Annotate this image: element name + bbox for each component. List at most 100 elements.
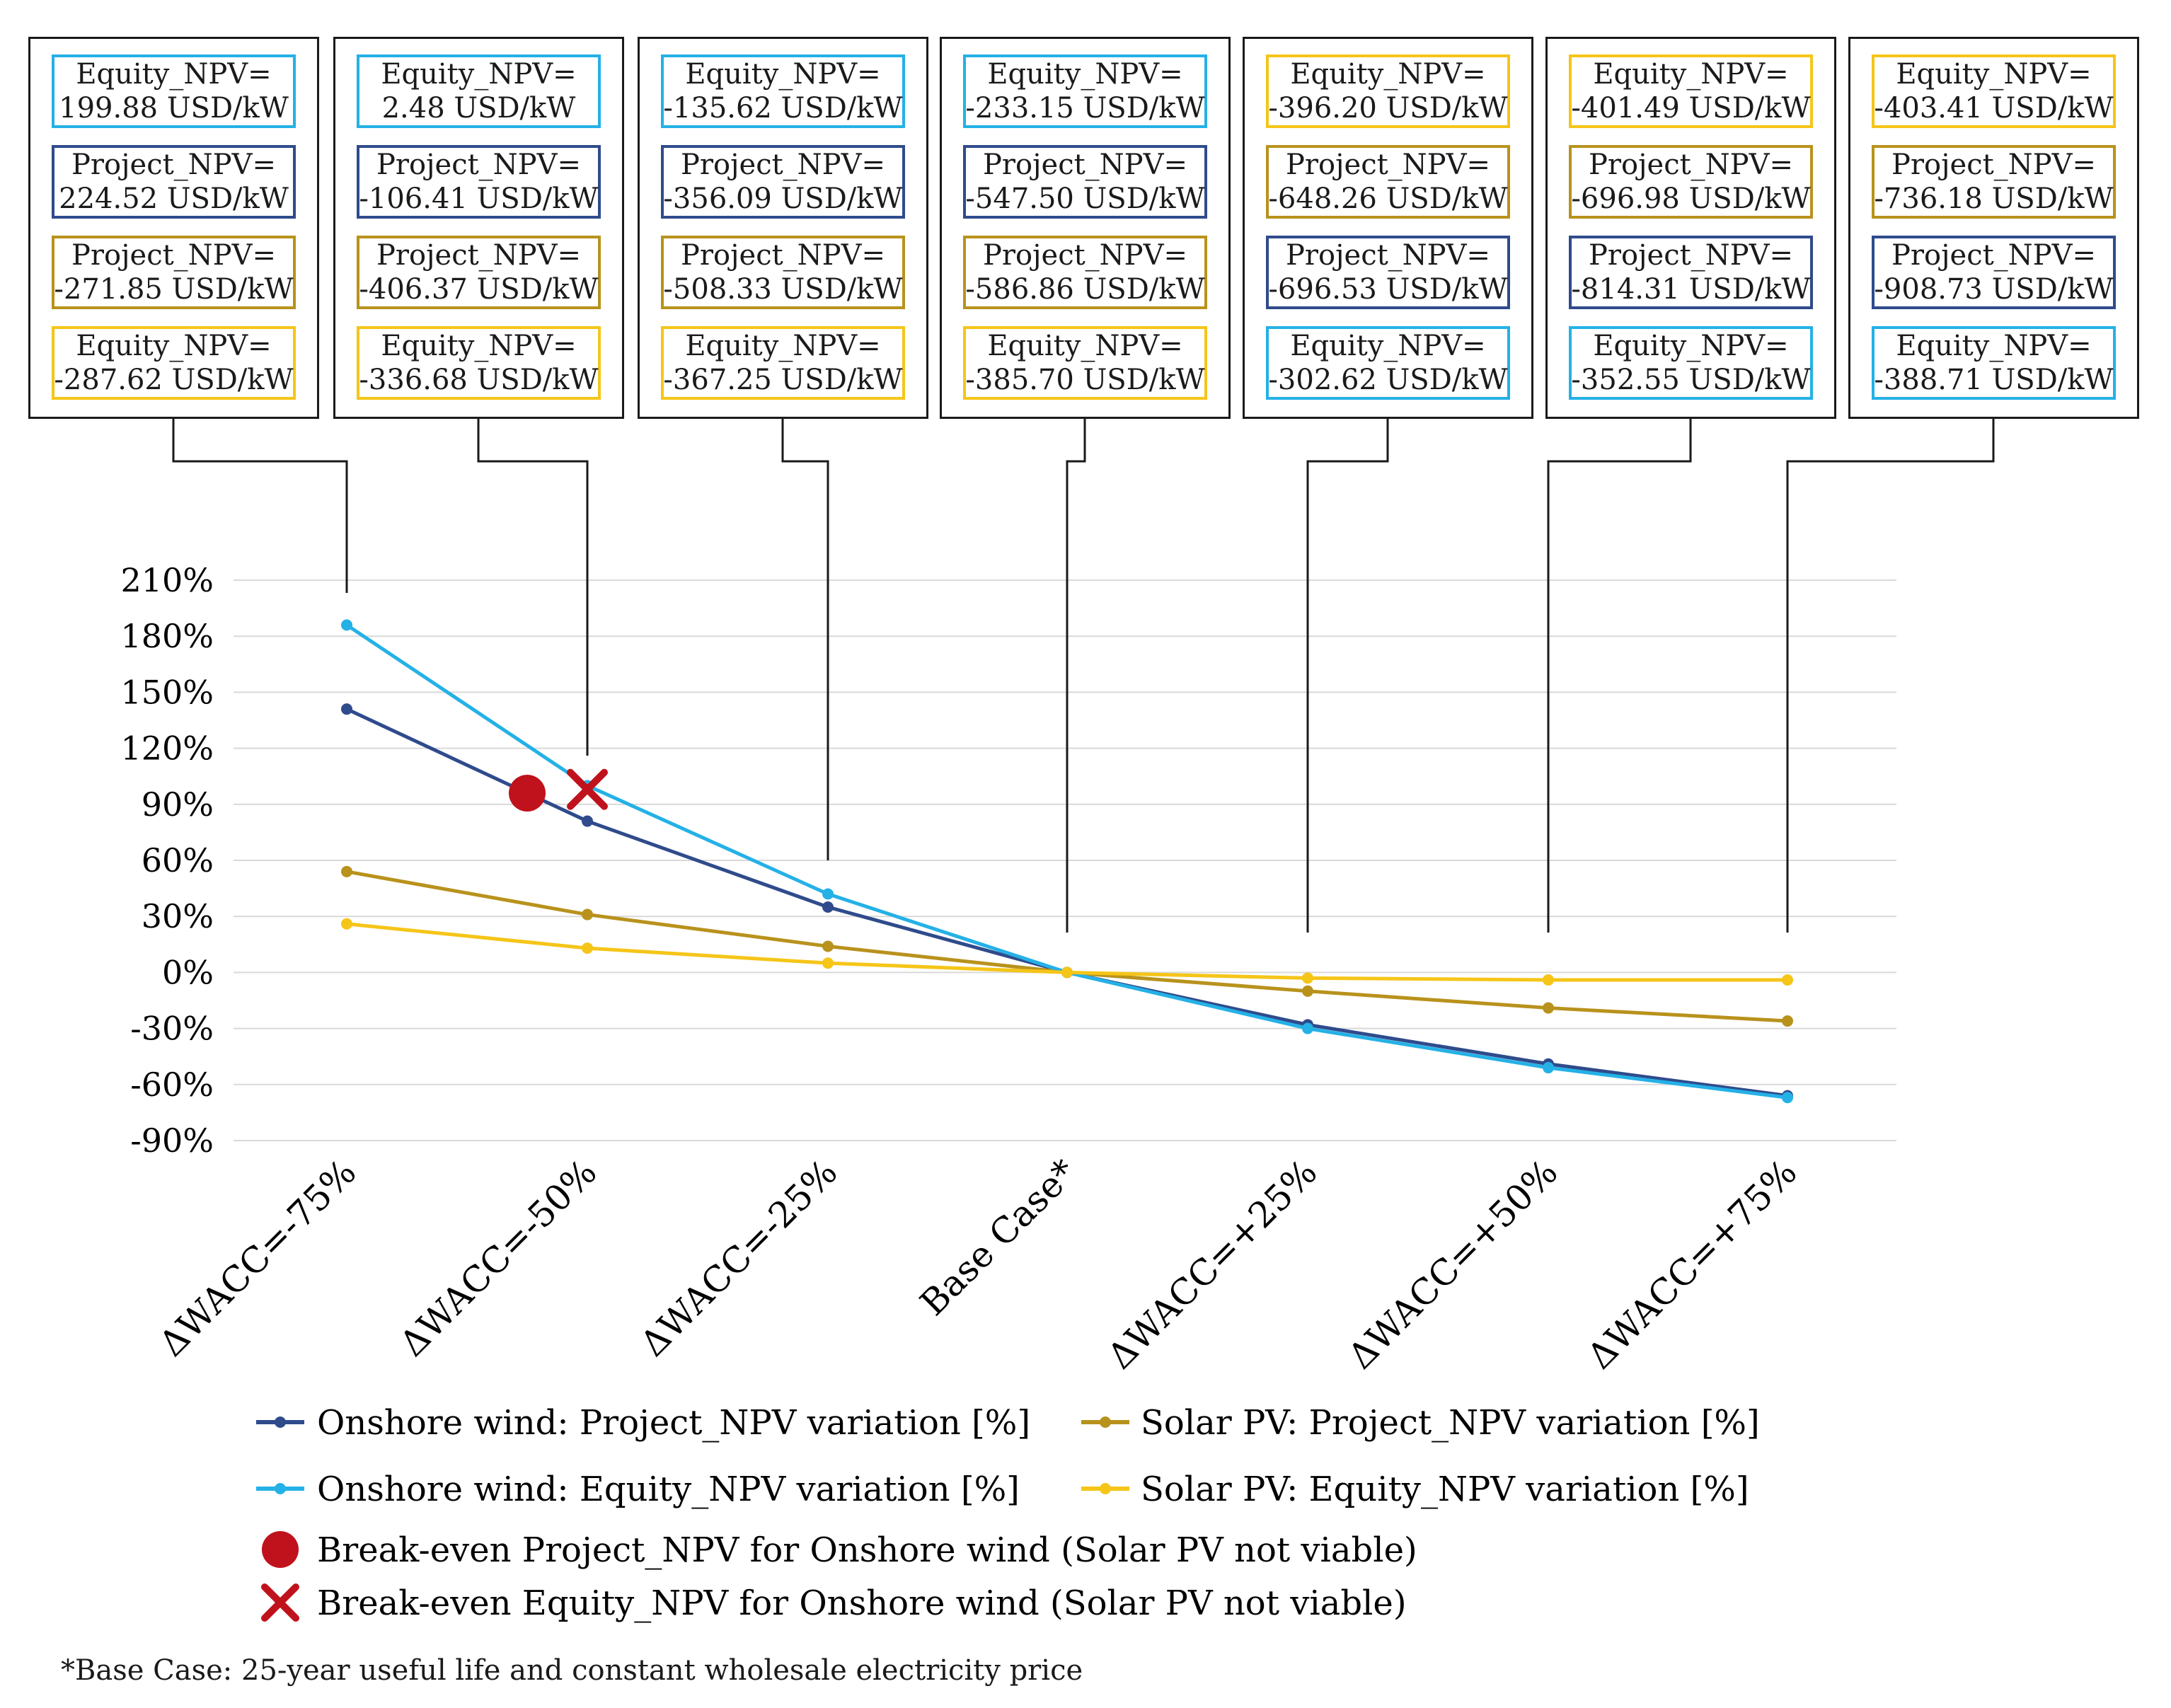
data-point (822, 940, 834, 952)
npv-box-label: Project_NPV= (1891, 149, 2096, 181)
data-point (1543, 1002, 1554, 1014)
legend-label: Break-even Project_NPV for Onshore wind … (317, 1530, 1417, 1570)
x-category-label: ΔWACC=+50% (1340, 1151, 1566, 1377)
legend: Onshore wind: Project_NPV variation [%] … (256, 1403, 1760, 1623)
connector-line (1066, 419, 1086, 933)
npv-box: Equity_NPV= -233.15 USD/kW (963, 54, 1207, 128)
y-tick-label: 30% (142, 897, 214, 935)
npv-box-label: Project_NPV= (71, 149, 276, 181)
connector-line (172, 419, 348, 593)
legend-item-ow-equity: Onshore wind: Equity_NPV variation [%] (256, 1470, 1020, 1509)
npv-box-value: -287.62 USD/kW (54, 364, 294, 396)
legend-label: Onshore wind: Project_NPV variation [%] (317, 1403, 1030, 1443)
legend-circle-marker-icon (262, 1531, 299, 1568)
y-tick-label: 120% (120, 729, 214, 768)
npv-box-label: Project_NPV= (1891, 239, 2096, 272)
npv-box-value: -508.33 USD/kW (663, 273, 903, 306)
npv-box-value: 199.88 USD/kW (59, 92, 289, 125)
npv-box: Project_NPV= -696.53 USD/kW (1266, 236, 1510, 309)
data-point (341, 619, 352, 631)
npv-panel-7: Equity_NPV= -403.41 USD/kW Project_NPV= -7… (1848, 37, 2139, 419)
npv-box-label: Project_NPV= (376, 239, 581, 272)
npv-box-label: Equity_NPV= (1896, 330, 2092, 362)
legend-cross-marker-icon (261, 1583, 299, 1622)
data-point (582, 908, 593, 921)
npv-panel-2: Equity_NPV= 2.48 USD/kW Project_NPV= -106.… (333, 37, 624, 419)
npv-box: Project_NPV= -547.50 USD/kW (963, 145, 1207, 219)
legend-swatch-dot (275, 1483, 286, 1494)
npv-box-value: -396.20 USD/kW (1268, 92, 1508, 125)
npv-box-label: Equity_NPV= (685, 58, 881, 91)
legend-swatch-dot (1100, 1416, 1111, 1428)
npv-box-value: -814.31 USD/kW (1571, 273, 1811, 306)
data-point (1782, 974, 1793, 986)
npv-box-label: Equity_NPV= (987, 58, 1183, 91)
data-point (1543, 974, 1554, 986)
npv-box: Equity_NPV= -287.62 USD/kW (52, 326, 296, 400)
npv-box: Project_NPV= -356.09 USD/kW (661, 145, 905, 219)
npv-box: Equity_NPV= -388.71 USD/kW (1872, 326, 2116, 400)
connector-line (1547, 419, 1692, 933)
npv-panel-6: Equity_NPV= -401.49 USD/kW Project_NPV= -6… (1545, 37, 1836, 419)
npv-box: Project_NPV= -508.33 USD/kW (661, 236, 905, 309)
npv-box-label: Project_NPV= (1286, 149, 1490, 181)
data-point (1543, 1062, 1554, 1074)
npv-box-value: -135.62 USD/kW (663, 92, 903, 125)
y-tick-label: 60% (142, 841, 214, 879)
y-axis-ticks: 210% 180% 150% 120% 90% 60% 30% 0% -30% -60% -90% (120, 561, 214, 1160)
npv-box-label: Project_NPV= (983, 149, 1187, 181)
npv-box-label: Equity_NPV= (381, 58, 577, 91)
legend-swatch-dot (1100, 1483, 1111, 1494)
x-category-label: ΔWACC=+25% (1100, 1151, 1325, 1377)
npv-box-label: Equity_NPV= (1896, 58, 2092, 91)
npv-box-value: -586.86 USD/kW (965, 273, 1205, 306)
legend-item-breakeven-equity: Break-even Equity_NPV for Onshore wind (… (261, 1583, 1407, 1623)
legend-label: Break-even Equity_NPV for Onshore wind (… (317, 1583, 1407, 1623)
npv-box-label: Equity_NPV= (685, 330, 881, 362)
npv-box-value: -385.70 USD/kW (965, 364, 1205, 396)
npv-box: Equity_NPV= -385.70 USD/kW (963, 326, 1207, 400)
npv-box-value: -406.37 USD/kW (359, 273, 599, 306)
data-point (1302, 985, 1313, 997)
y-tick-label: 90% (142, 785, 214, 824)
npv-box-value: -233.15 USD/kW (965, 92, 1205, 125)
npv-box-value: 224.52 USD/kW (59, 183, 289, 215)
npv-box-value: -336.68 USD/kW (359, 364, 599, 396)
data-point (1782, 1092, 1793, 1104)
npv-box-value: -736.18 USD/kW (1874, 183, 2114, 215)
y-tick-label: -30% (130, 1010, 214, 1048)
npv-box-value: -302.62 USD/kW (1268, 364, 1508, 396)
data-point (1061, 966, 1073, 979)
data-point (822, 957, 834, 969)
legend-swatch-dot (275, 1416, 286, 1428)
npv-box: Project_NPV= -814.31 USD/kW (1569, 236, 1813, 309)
npv-box-label: Equity_NPV= (1593, 330, 1789, 362)
npv-box-label: Equity_NPV= (1290, 58, 1486, 91)
npv-box: Equity_NPV= -336.68 USD/kW (357, 326, 601, 400)
npv-box: Project_NPV= -736.18 USD/kW (1872, 145, 2116, 219)
data-point (341, 918, 352, 930)
npv-box-label: Project_NPV= (71, 239, 276, 272)
data-point (822, 888, 834, 900)
connector-line (1306, 419, 1389, 933)
npv-box: Project_NPV= -648.26 USD/kW (1266, 145, 1510, 219)
x-category-label: ΔWACC=-75% (151, 1151, 364, 1364)
legend-item-pv-equity: Solar PV: Equity_NPV variation [%] (1081, 1470, 1749, 1509)
x-axis-categories: ΔWACC=-75% ΔWACC=-50% ΔWACC=-25% Base Case*… (151, 1151, 1805, 1377)
npv-box: Equity_NPV= 2.48 USD/kW (357, 54, 601, 128)
legend-label: Onshore wind: Equity_NPV variation [%] (317, 1470, 1020, 1509)
npv-box: Equity_NPV= -401.49 USD/kW (1569, 54, 1813, 128)
npv-box: Project_NPV= -908.73 USD/kW (1872, 236, 2116, 309)
y-tick-label: 0% (162, 953, 214, 991)
npv-box: Equity_NPV= -352.55 USD/kW (1569, 326, 1813, 400)
y-tick-label: 210% (120, 561, 214, 599)
npv-box-label: Project_NPV= (1286, 239, 1490, 272)
connector-line (1786, 419, 1995, 933)
data-point (1302, 1022, 1313, 1034)
npv-box-label: Equity_NPV= (76, 58, 272, 91)
y-tick-label: -90% (130, 1121, 214, 1160)
data-point (582, 942, 593, 954)
npv-box-value: -352.55 USD/kW (1571, 364, 1811, 396)
npv-box-value: 2.48 USD/kW (381, 92, 576, 125)
